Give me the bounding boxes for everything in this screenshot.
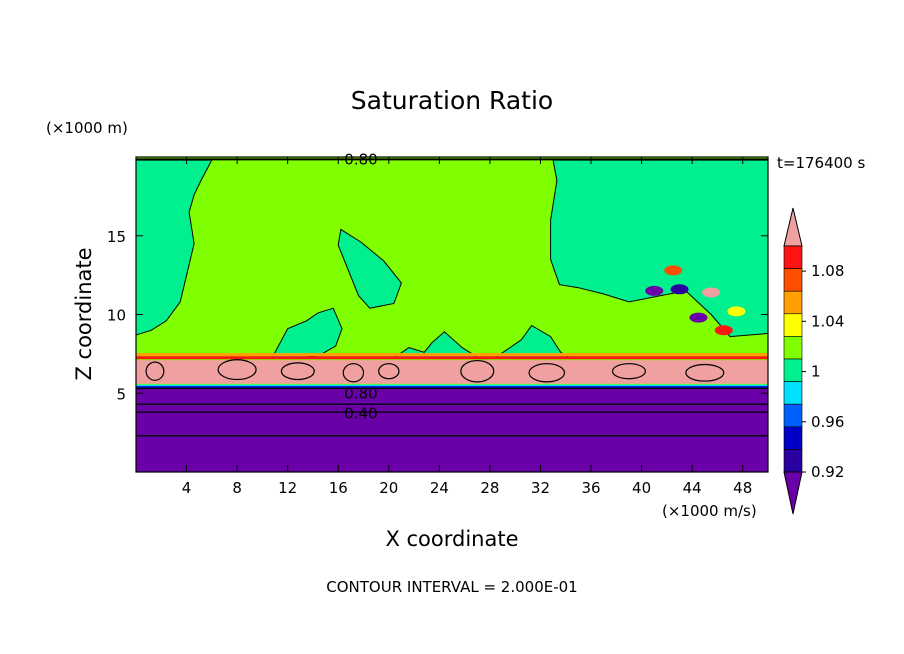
turbulent-patch [702, 287, 721, 298]
colorbar-label: 0.96 [811, 413, 844, 431]
colorbar-extend-top [783, 207, 803, 247]
turbulent-patch [645, 285, 664, 296]
colorbar-segment [783, 358, 803, 382]
band-fringe-red [136, 356, 768, 360]
band-fringe-cyan [136, 384, 768, 387]
contour-label: 0.80 [344, 384, 377, 402]
x-tick-label: 48 [733, 479, 752, 497]
cloud-band [136, 360, 768, 384]
lower-region [136, 387, 768, 472]
colorbar-label: 1.04 [811, 312, 844, 330]
cloud-cell-contour [460, 359, 495, 383]
x-axis-label: X coordinate [385, 527, 519, 551]
x-tick-label: 28 [480, 479, 499, 497]
time-label: t=176400 s [777, 154, 866, 172]
cloud-cell-contour [378, 363, 400, 380]
x-tick-label: 16 [329, 479, 348, 497]
contour-field: 0.80 0.80 0.40 [135, 150, 769, 472]
colorbar-segment [783, 336, 803, 360]
x-tick-label: 36 [581, 479, 600, 497]
colorbar-label: 1 [811, 363, 821, 381]
colorbar-label: 1.08 [811, 262, 844, 280]
x-tick-label: 12 [278, 479, 297, 497]
x-unit-label: (×1000 m/s) [662, 502, 757, 520]
y-tick-label: 5 [116, 385, 126, 403]
x-tick-label: 40 [632, 479, 651, 497]
band-fringe-blue [136, 386, 768, 389]
colorbar-segment [783, 245, 803, 269]
colorbar-segment [783, 268, 803, 292]
colorbar-segment [783, 449, 803, 473]
turbulent-patch [727, 306, 746, 317]
teal-patch [337, 228, 402, 309]
contour-interval-note: CONTOUR INTERVAL = 2.000E-01 [326, 578, 578, 596]
cloud-cell-contour [217, 359, 257, 381]
cloud-cell-contour [145, 361, 165, 381]
colorbar-segment [783, 403, 803, 428]
teal-patch [135, 159, 213, 336]
cloud-cell-contour [611, 363, 646, 380]
turbulent-patch [670, 284, 689, 295]
turbulent-patch [689, 312, 708, 323]
x-tick-label: 8 [232, 479, 242, 497]
contour-label: 0.40 [344, 405, 377, 423]
y-unit-label: (×1000 m) [46, 119, 128, 137]
colorbar-segment [783, 313, 803, 337]
x-tick-label: 44 [683, 479, 702, 497]
colorbar-extend-bottom [783, 471, 803, 515]
chart-title: Saturation Ratio [350, 86, 554, 115]
x-tick-label: 20 [379, 479, 398, 497]
x-tick-label: 24 [430, 479, 449, 497]
x-tick-label: 4 [182, 479, 192, 497]
colorbar-segment [783, 290, 803, 315]
cloud-cell-contour [342, 363, 365, 383]
colorbar: 0.92 0.96 1 1.04 1.08 [783, 207, 844, 515]
colorbar-segment [783, 381, 803, 405]
x-tick-label: 32 [531, 479, 550, 497]
band-fringe-orange [136, 353, 768, 357]
cloud-cell-contour [528, 363, 566, 383]
turbulent-patch [664, 265, 683, 276]
colorbar-label: 0.92 [811, 463, 844, 481]
cloud-cell-contour [685, 363, 725, 382]
contour-label: 0.80 [344, 150, 377, 168]
y-tick-label: 15 [107, 228, 126, 246]
colorbar-segment [783, 426, 803, 450]
cloud-cell-contour [280, 362, 315, 381]
turbulent-patch [714, 325, 733, 336]
y-tick-label: 10 [107, 307, 126, 325]
